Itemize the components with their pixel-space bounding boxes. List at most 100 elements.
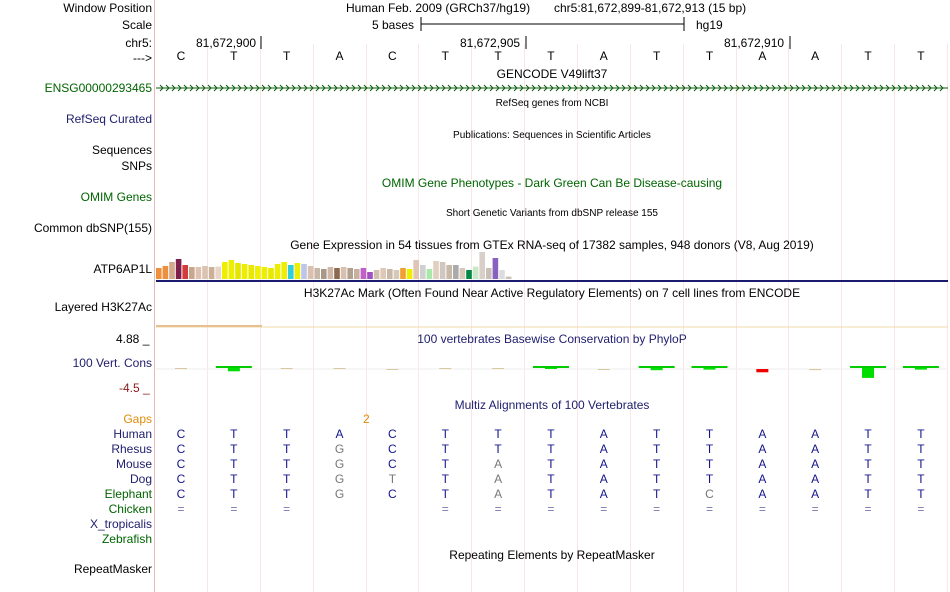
refseq-title[interactable]: RefSeq genes from NCBI bbox=[495, 98, 609, 109]
phylop-score-bar[interactable] bbox=[756, 369, 769, 373]
gtex-tissue-bar[interactable] bbox=[222, 262, 228, 279]
gtex-tissue-bar[interactable] bbox=[307, 266, 314, 279]
phylop-score-bar[interactable] bbox=[650, 368, 663, 371]
gtex-tissue-bar[interactable] bbox=[261, 267, 268, 279]
species-label[interactable]: Mouse bbox=[115, 457, 152, 471]
phylop-score-bar[interactable] bbox=[703, 368, 716, 370]
repeatmasker-title[interactable]: Repeating Elements by RepeatMasker bbox=[449, 548, 655, 562]
species-label[interactable]: Dog bbox=[129, 472, 152, 486]
gtex-tissue-bar[interactable] bbox=[215, 266, 221, 279]
gtex-tissue-bar[interactable] bbox=[347, 268, 353, 279]
gtex-tissue-bar[interactable] bbox=[380, 268, 386, 279]
phylop-score-bar[interactable] bbox=[386, 369, 399, 370]
gtex-tissue-bar[interactable] bbox=[367, 272, 373, 279]
gencode-title[interactable]: GENCODE V49lift37 bbox=[496, 67, 608, 81]
gtex-tissue-bar[interactable] bbox=[413, 260, 419, 279]
gtex-tissue-bar[interactable] bbox=[406, 269, 413, 279]
gtex-tissue-bar[interactable] bbox=[208, 267, 215, 279]
gtex-tissue-bar[interactable] bbox=[288, 265, 294, 279]
gtex-tissue-bar[interactable] bbox=[228, 260, 235, 279]
gtex-tissue-bar[interactable] bbox=[281, 262, 287, 279]
gtex-tissue-bar[interactable] bbox=[472, 266, 479, 279]
phylop-score-bar[interactable] bbox=[597, 369, 610, 370]
gtex-tissue-bar[interactable] bbox=[169, 262, 175, 279]
gtex-tissue-bar[interactable] bbox=[268, 268, 274, 279]
phylop-score-bar[interactable] bbox=[544, 368, 557, 369]
phylop-chart[interactable] bbox=[0, 345, 950, 385]
gencode-gene-label[interactable]: ENSG00000293465 bbox=[44, 81, 152, 95]
gtex-tissue-bar[interactable] bbox=[373, 270, 380, 279]
h3k27ac-label[interactable]: Layered H3K27Ac bbox=[54, 300, 152, 314]
species-label[interactable]: Zebrafish bbox=[101, 532, 152, 546]
omim-title[interactable]: OMIM Gene Phenotypes - Dark Green Can Be… bbox=[381, 176, 723, 190]
gtex-tissue-bar[interactable] bbox=[499, 270, 505, 279]
gtex-tissue-bar[interactable] bbox=[175, 259, 182, 279]
multiz-title[interactable]: Multiz Alignments of 100 Vertebrates bbox=[454, 398, 650, 412]
gtex-tissue-bar[interactable] bbox=[400, 268, 406, 279]
phylop-score-bar[interactable] bbox=[914, 368, 927, 370]
gtex-tissue-bar[interactable] bbox=[354, 269, 360, 279]
gtex-tissue-bar[interactable] bbox=[314, 268, 320, 279]
phylop-score-bar[interactable] bbox=[809, 369, 822, 371]
gtex-tissue-bar[interactable] bbox=[301, 264, 307, 279]
gencode-gene-feature[interactable] bbox=[0, 82, 950, 94]
repeatmasker-label[interactable]: RepeatMasker bbox=[73, 562, 152, 576]
phylop-title[interactable]: 100 vertebrates Basewise Conservation by… bbox=[417, 332, 687, 346]
gtex-tissue-bar[interactable] bbox=[162, 266, 169, 279]
gtex-tissue-bar[interactable] bbox=[446, 265, 452, 279]
dbsnp-label[interactable]: Common dbSNP(155) bbox=[33, 221, 152, 235]
gtex-tissue-bar[interactable] bbox=[248, 265, 254, 279]
phylop-score-bar[interactable] bbox=[333, 368, 346, 369]
refseq-label[interactable]: RefSeq Curated bbox=[65, 112, 152, 126]
gtex-tissue-bar[interactable] bbox=[156, 268, 162, 279]
gtex-tissue-bar[interactable] bbox=[195, 267, 202, 279]
gtex-tissue-bar[interactable] bbox=[255, 266, 261, 279]
gtex-tissue-bar[interactable] bbox=[393, 270, 400, 279]
gtex-tissue-bar[interactable] bbox=[182, 265, 188, 279]
publications-title[interactable]: Publications: Sequences in Scientific Ar… bbox=[453, 130, 651, 141]
h3k27ac-title[interactable]: H3K27Ac Mark (Often Found Near Active Re… bbox=[303, 286, 801, 300]
gtex-tissue-bar[interactable] bbox=[486, 268, 492, 279]
gtex-tissue-bar[interactable] bbox=[241, 264, 248, 279]
gtex-tissue-bar[interactable] bbox=[479, 252, 485, 279]
species-label[interactable]: Elephant bbox=[104, 487, 152, 501]
species-label[interactable]: Chicken bbox=[108, 502, 152, 516]
gtex-tissue-bar[interactable] bbox=[189, 267, 195, 279]
dbsnp-title[interactable]: Short Genetic Variants from dbSNP releas… bbox=[446, 208, 658, 219]
gtex-gene-label[interactable]: ATP6AP1L bbox=[93, 262, 152, 276]
gaps-label[interactable]: Gaps bbox=[123, 412, 152, 426]
gtex-tissue-bar[interactable] bbox=[360, 268, 367, 279]
gtex-tissue-bar[interactable] bbox=[294, 263, 301, 279]
gtex-tissue-bar[interactable] bbox=[426, 269, 433, 279]
publications-label-sequences[interactable]: Sequences bbox=[91, 143, 152, 157]
gtex-tissue-bar[interactable] bbox=[274, 264, 281, 279]
phylop-score-bar[interactable] bbox=[227, 368, 240, 372]
phylop-score-bar[interactable] bbox=[439, 368, 452, 369]
gtex-tissue-bar[interactable] bbox=[235, 263, 241, 279]
gtex-tissue-bar[interactable] bbox=[459, 268, 466, 279]
phylop-score-bar[interactable] bbox=[862, 368, 875, 378]
gtex-tissue-bar[interactable] bbox=[420, 265, 426, 279]
gtex-title[interactable]: Gene Expression in 54 tissues from GTEx … bbox=[290, 238, 814, 252]
phylop-score-bar[interactable] bbox=[175, 368, 187, 369]
gtex-tissue-bar[interactable] bbox=[439, 262, 446, 279]
gtex-tissue-bar[interactable] bbox=[327, 267, 334, 279]
gtex-tissue-bar[interactable] bbox=[466, 270, 472, 279]
gtex-tissue-bar[interactable] bbox=[505, 276, 512, 279]
gtex-tissue-bar[interactable] bbox=[202, 266, 208, 279]
phylop-score-bar[interactable] bbox=[492, 368, 505, 369]
gtex-expression-chart[interactable] bbox=[0, 250, 950, 284]
species-label[interactable]: Rhesus bbox=[111, 442, 152, 456]
gtex-tissue-bar[interactable] bbox=[387, 269, 393, 279]
omim-label[interactable]: OMIM Genes bbox=[80, 190, 152, 204]
phylop-score-bar[interactable] bbox=[280, 368, 293, 369]
gtex-tissue-bar[interactable] bbox=[321, 269, 327, 279]
species-label[interactable]: Human bbox=[113, 427, 152, 441]
gtex-tissue-bar[interactable] bbox=[340, 267, 347, 279]
publications-label-snps[interactable]: SNPs bbox=[121, 159, 152, 173]
gtex-tissue-bar[interactable] bbox=[492, 258, 499, 279]
gtex-tissue-bar[interactable] bbox=[453, 265, 459, 279]
phylop-label[interactable]: 100 Vert. Cons bbox=[72, 356, 152, 370]
species-label[interactable]: X_tropicalis bbox=[89, 517, 152, 531]
gtex-tissue-bar[interactable] bbox=[334, 268, 340, 279]
